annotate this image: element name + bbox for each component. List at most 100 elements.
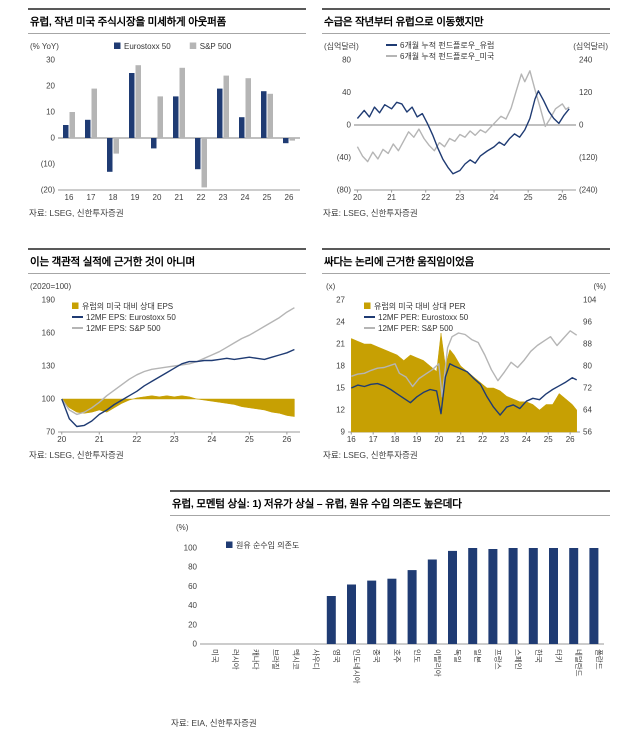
svg-text:일본: 일본	[473, 649, 482, 663]
svg-text:12: 12	[336, 406, 345, 415]
svg-text:24: 24	[207, 435, 216, 444]
eps-line-chart: 70 100 130 160 190 20 21 22 23 24 25 26 (2020=100) 유럽…	[30, 282, 300, 444]
per-line-chart: 9 12 15 18 21 24 27 56 64 72 80 88 96 104 16 17 18 19 20 21…	[326, 282, 606, 444]
svg-text:20: 20	[46, 82, 55, 91]
svg-text:60: 60	[188, 582, 197, 591]
svg-text:폴란드: 폴란드	[594, 649, 604, 670]
svg-text:6개월 누적 펀드플로우_유럽: 6개월 누적 펀드플로우_유럽	[400, 40, 494, 50]
svg-text:56: 56	[583, 428, 592, 437]
svg-text:20: 20	[153, 193, 162, 202]
chart-title: 싸다는 논리에 근거한 움직임이었음	[322, 248, 610, 274]
svg-text:88: 88	[583, 340, 592, 349]
svg-text:사우디: 사우디	[312, 649, 321, 670]
svg-text:21: 21	[387, 193, 396, 202]
svg-text:25: 25	[524, 193, 533, 202]
svg-text:22: 22	[478, 435, 487, 444]
svg-text:원유 순수입 의존도: 원유 순수입 의존도	[236, 540, 299, 550]
svg-text:(2020=100): (2020=100)	[30, 282, 71, 291]
svg-text:24: 24	[336, 318, 345, 327]
performance-bar-chart: (20) (10) 0 10 20 30 16 17 18 19 20 21 22 23 24 25 26 (% …	[30, 42, 300, 202]
svg-text:24: 24	[522, 435, 531, 444]
svg-text:독일: 독일	[453, 649, 462, 663]
svg-text:12MF EPS: S&P 500: 12MF EPS: S&P 500	[86, 324, 161, 333]
svg-text:18: 18	[391, 435, 400, 444]
svg-text:23: 23	[219, 193, 228, 202]
svg-text:21: 21	[175, 193, 184, 202]
svg-text:S&P 500: S&P 500	[200, 42, 232, 51]
svg-text:21: 21	[456, 435, 465, 444]
svg-text:16: 16	[347, 435, 356, 444]
svg-text:17: 17	[87, 193, 96, 202]
svg-text:(% YoY): (% YoY)	[30, 42, 59, 51]
fund-flow-line-chart: (80) (40) 0 40 80 (240) (120) 0 120 240 20 21 22 23 24…	[324, 40, 608, 202]
svg-text:130: 130	[42, 362, 56, 371]
svg-text:26: 26	[285, 193, 294, 202]
svg-text:100: 100	[42, 395, 56, 404]
svg-text:80: 80	[188, 563, 197, 572]
svg-text:20: 20	[188, 620, 197, 629]
svg-text:(120): (120)	[579, 153, 598, 162]
chart-source: 자료: LSEG, 신한투자증권	[323, 208, 418, 218]
svg-text:캐나다: 캐나다	[251, 649, 260, 670]
svg-text:미국: 미국	[211, 649, 220, 663]
svg-text:20: 20	[353, 193, 362, 202]
svg-text:30: 30	[46, 56, 55, 65]
svg-text:80: 80	[342, 56, 351, 65]
svg-text:6개월 누적 펀드플로우_미국: 6개월 누적 펀드플로우_미국	[400, 51, 494, 61]
svg-text:40: 40	[342, 88, 351, 97]
svg-text:22: 22	[132, 435, 141, 444]
svg-text:프랑스: 프랑스	[493, 649, 502, 670]
svg-text:러시아: 러시아	[231, 649, 241, 670]
chart-title: 이는 객관적 실적에 근거한 것이 아니며	[28, 248, 306, 274]
svg-text:80: 80	[583, 362, 592, 371]
svg-text:19: 19	[412, 435, 421, 444]
svg-text:64: 64	[583, 406, 592, 415]
chart-title: 수급은 작년부터 유럽으로 이동했지만	[322, 8, 610, 34]
svg-text:유럽의 미국 대비 상대 EPS: 유럽의 미국 대비 상대 EPS	[82, 301, 173, 311]
svg-text:브라질: 브라질	[271, 649, 280, 670]
svg-text:240: 240	[579, 56, 593, 65]
svg-text:27: 27	[336, 296, 345, 305]
svg-text:12MF PER: S&P 500: 12MF PER: S&P 500	[378, 324, 454, 333]
svg-text:24: 24	[241, 193, 250, 202]
svg-text:25: 25	[245, 435, 254, 444]
svg-text:한국: 한국	[534, 649, 543, 663]
svg-text:인도: 인도	[413, 649, 423, 663]
svg-text:영국: 영국	[332, 649, 342, 663]
svg-text:18: 18	[336, 362, 345, 371]
svg-text:0: 0	[579, 121, 584, 130]
chart-source: 자료: LSEG, 신한투자증권	[29, 450, 124, 460]
svg-text:100: 100	[184, 544, 198, 553]
svg-text:104: 104	[583, 296, 597, 305]
svg-text:70: 70	[46, 428, 55, 437]
svg-text:22: 22	[421, 193, 430, 202]
oil-dependence-bar-chart: 0 20 40 60 80 100 미국 러시아 캐나다 브라질 멕시코 사우디 영국 인도네시아 중국 호주…	[176, 523, 604, 684]
svg-text:(%): (%)	[176, 523, 189, 532]
svg-text:16: 16	[65, 193, 74, 202]
svg-text:멕시코: 멕시코	[291, 649, 301, 670]
svg-text:이탈리아: 이탈리아	[433, 649, 443, 677]
svg-text:190: 190	[42, 296, 56, 305]
panel-per-comparison: 싸다는 논리에 근거한 움직임이었음 9 12 15 18 21 24 27 56 64 72 80…	[322, 248, 610, 461]
chart-title: 유럽, 작년 미국 주식시장을 미세하게 아웃퍼폼	[28, 8, 306, 34]
svg-text:40: 40	[188, 601, 197, 610]
svg-text:25: 25	[263, 193, 272, 202]
svg-text:22: 22	[197, 193, 206, 202]
chart-source: 자료: LSEG, 신한투자증권	[323, 450, 418, 460]
svg-text:23: 23	[455, 193, 464, 202]
svg-text:19: 19	[131, 193, 140, 202]
svg-text:21: 21	[336, 340, 345, 349]
svg-text:(십억달러): (십억달러)	[573, 41, 608, 51]
svg-text:(10): (10)	[41, 160, 56, 169]
chart-source: 자료: LSEG, 신한투자증권	[29, 208, 124, 218]
chart-source: 자료: EIA, 신한투자증권	[171, 718, 257, 728]
svg-text:12MF EPS: Eurostoxx 50: 12MF EPS: Eurostoxx 50	[86, 313, 176, 322]
svg-text:26: 26	[558, 193, 567, 202]
svg-text:24: 24	[490, 193, 499, 202]
svg-text:중국: 중국	[372, 649, 381, 663]
svg-text:(80): (80)	[337, 186, 352, 195]
svg-text:터키: 터키	[554, 649, 563, 663]
panel-oil-import-dependence: 유럽, 모멘텀 상실: 1) 저유가 상실 – 유럽, 원유 수입 의존도 높은…	[170, 490, 610, 729]
svg-text:호주: 호주	[392, 649, 401, 663]
